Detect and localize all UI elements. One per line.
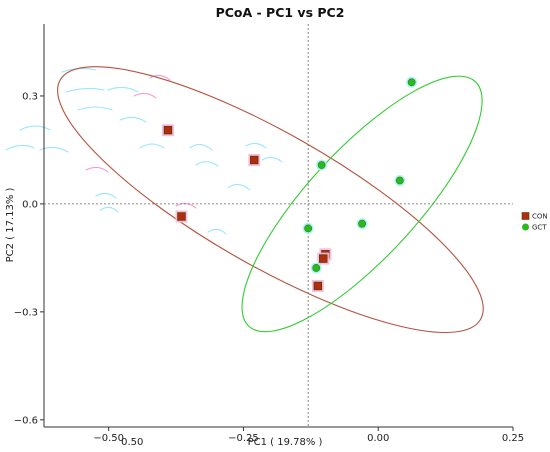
x-tick-label: −0.25 (228, 433, 259, 444)
gct-point-1 (407, 78, 416, 87)
x-tick-label: 0.00 (367, 433, 389, 444)
reference-lines (44, 24, 513, 427)
gct-point-6 (312, 264, 321, 272)
legend-marker-con (521, 212, 530, 220)
y-tick-label: 0.0 (22, 199, 38, 210)
y-tick-label: −0.3 (14, 307, 38, 318)
y-tick-label: −0.6 (14, 415, 38, 426)
legend-label-con: CON (532, 213, 548, 221)
chart-title: PCoA - PC1 vs PC2 (216, 5, 345, 20)
confidence-ellipses (57, 66, 484, 334)
y-tick-label: 0.3 (22, 91, 38, 102)
x-tick-label: 0.25 (502, 433, 524, 444)
legend-label-gct: GCT (532, 224, 547, 232)
con-point-2 (250, 155, 259, 165)
gct-point-5 (358, 219, 366, 228)
data-points (161, 76, 418, 292)
gct-point-3 (395, 176, 404, 185)
axis-ticks: −0.50 −0.25 0.00 0.25 0.3 0.0 −0.3 −0.6 0.50 (14, 91, 524, 448)
con-point-5 (319, 254, 328, 263)
x-extra-tick-label: 0.50 (121, 437, 143, 448)
con-point-1 (163, 125, 173, 135)
gct-point-4 (304, 224, 313, 233)
y-axis-title: PC2 ( 17.13% ) (5, 187, 16, 262)
legend-marker-gct (522, 223, 529, 231)
legend: CON GCT (521, 212, 548, 232)
ellipse-con (57, 66, 484, 334)
x-axis-title: PC1 ( 19.78% ) (248, 437, 323, 448)
con-point-3 (177, 212, 186, 221)
con-point-6 (313, 281, 323, 291)
artifact-noise (5, 67, 283, 235)
x-tick-label: −0.50 (93, 433, 124, 444)
gct-point-2 (317, 161, 326, 169)
